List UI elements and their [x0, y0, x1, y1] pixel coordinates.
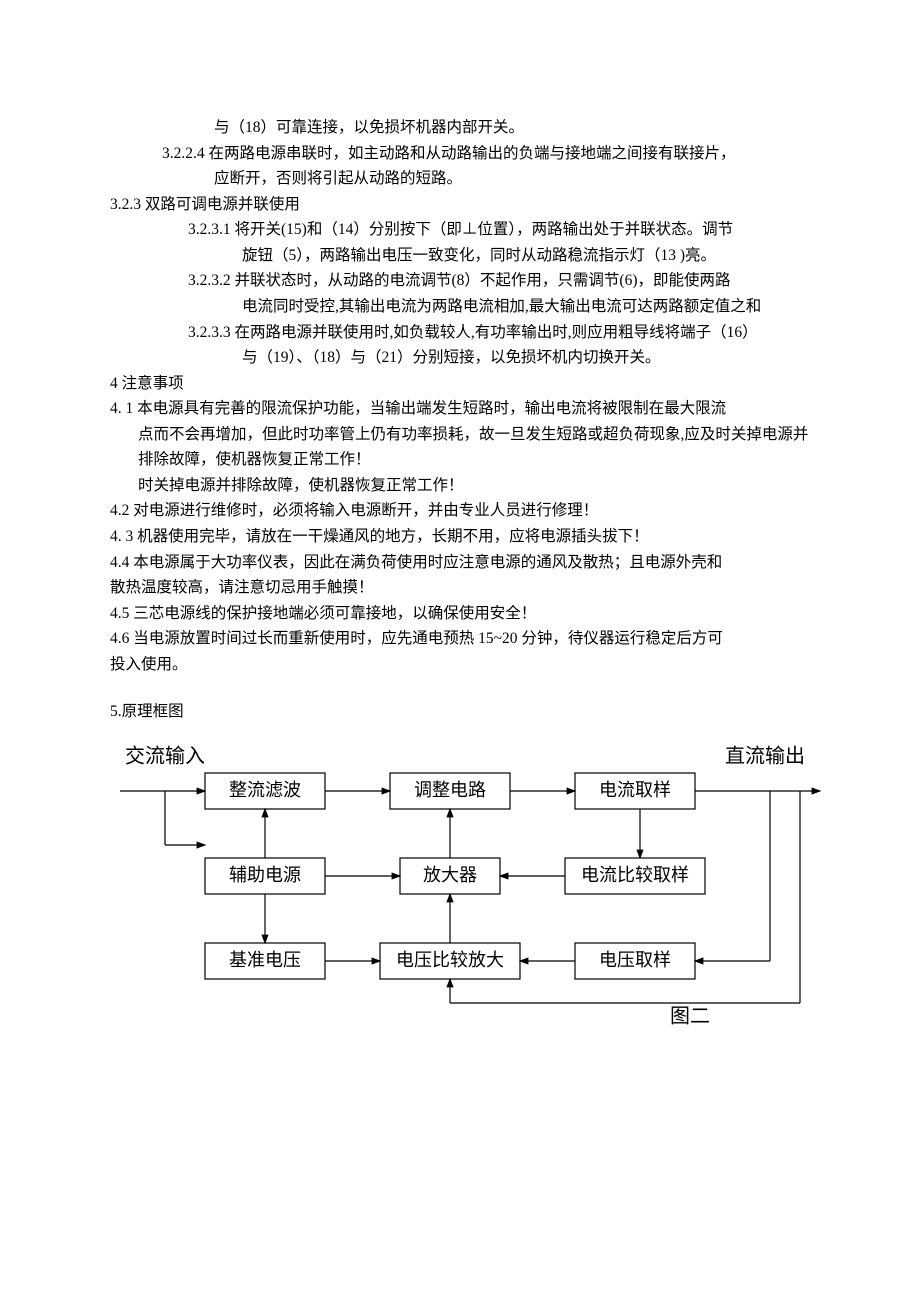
para-3232: 3.2.3.2 并联状态时，从动路的电流调节(8）不起作用，只需调节(6)，即能…: [110, 268, 810, 294]
svg-text:调整电路: 调整电路: [414, 780, 486, 800]
svg-text:辅助电源: 辅助电源: [229, 865, 301, 885]
text: 3.2.3.3 在两路电源并联使用时,如负载较人,有功率输出时,则应用粗导线将端…: [188, 324, 758, 341]
para-44: 4.4 本电源属于大功率仪表，因此在满负荷使用时应注意电源的通风及散热；且电源外…: [110, 550, 810, 576]
document-page: 与（18）可靠连接，以免损坏机器内部开关。 3.2.2.4 在两路电源串联时，如…: [0, 0, 920, 1082]
para-3231-cont: 旋钮（5），两路输出电压一致变化，同时从动路稳流指示灯（13 )亮。: [110, 243, 810, 269]
para-41-b: 点而不会再增加，但此时功率管上仍有功率损耗，故一旦发生短路或超负荷现象,应及时关…: [110, 422, 810, 473]
svg-text:电压取样: 电压取样: [599, 950, 671, 970]
para-45: 4.5 三芯电源线的保护接地端必须可靠接地，以确保使用安全！: [110, 601, 810, 627]
svg-text:基准电压: 基准电压: [229, 950, 301, 970]
text: 3.2.3.2 并联状态时，从动路的电流调节(8）不起作用，只需调节(6)，即能…: [188, 272, 731, 289]
para-3224: 3.2.2.4 在两路电源串联时，如主动路和从动路输出的负端与接地端之间接有联接…: [110, 141, 810, 167]
text: 4. 1 本电源具有完善的限流保护功能，当输出端发生短路时，输出电流将被限制在最…: [110, 400, 726, 417]
para-41-c: 时关掉电源并排除故障，使机器恢复正常工作！: [110, 473, 810, 499]
heading-4: 4 注意事项: [110, 371, 810, 397]
svg-text:整流滤波: 整流滤波: [229, 780, 301, 800]
text: 4.4 本电源属于大功率仪表，因此在满负荷使用时应注意电源的通风及散热；且电源外…: [110, 554, 722, 571]
text: 3.2.3.1 将开关(15)和（14）分别按下（即⊥位置），两路输出处于并联状…: [188, 221, 733, 238]
heading-5: 5.原理框图: [110, 699, 810, 725]
svg-text:电流比较取样: 电流比较取样: [581, 865, 689, 885]
svg-text:电流取样: 电流取样: [599, 780, 671, 800]
text: 3.2.2.4 在两路电源串联时，如主动路和从动路输出的负端与接地端之间接有联接…: [162, 145, 736, 162]
para-41: 4. 1 本电源具有完善的限流保护功能，当输出端发生短路时，输出电流将被限制在最…: [110, 396, 810, 422]
heading-323: 3.2.3 双路可调电源并联使用: [110, 192, 810, 218]
svg-text:直流输出: 直流输出: [725, 745, 805, 768]
svg-text:交流输入: 交流输入: [125, 745, 205, 768]
block-diagram: 交流输入 直流输出图二 整流滤波 调整电路 电流取样辅助电源 放大器 电流比较取样基准电压 电…: [110, 733, 810, 1042]
para-3223-cont: 与（18）可靠连接，以免损坏机器内部开关。: [110, 115, 810, 141]
para-42: 4.2 对电源进行维修时，必须将输入电源断开，并由专业人员进行修理！: [110, 498, 810, 524]
para-3224-cont: 应断开，否则将引起从动路的短路。: [110, 166, 810, 192]
svg-text:图二: 图二: [670, 1006, 710, 1028]
svg-text:电压比较放大: 电压比较放大: [396, 950, 504, 970]
para-43: 4. 3 机器使用完毕，请放在一干燥通风的地方，长期不用，应将电源插头拔下！: [110, 524, 810, 550]
para-3231: 3.2.3.1 将开关(15)和（14）分别按下（即⊥位置），两路输出处于并联状…: [110, 217, 810, 243]
para-3233-cont: 与（19）、（18）与（21）分别短接，以免损坏机内切换开关。: [110, 345, 810, 371]
para-44-b: 散热温度较高，请注意切忌用手触摸！: [110, 575, 810, 601]
svg-text:放大器: 放大器: [423, 865, 477, 885]
para-3233: 3.2.3.3 在两路电源并联使用时,如负载较人,有功率输出时,则应用粗导线将端…: [110, 320, 810, 346]
para-3232-cont: 电流同时受控,其输出电流为两路电流相加,最大输出电流可达两路额定值之和: [110, 294, 810, 320]
para-46: 4.6 当电源放置时间过长而重新使用时，应先通电预热 15~20 分钟，待仪器运…: [110, 626, 810, 652]
text: 4.6 当电源放置时间过长而重新使用时，应先通电预热 15~20 分钟，待仪器运…: [110, 630, 723, 647]
para-46-b: 投入使用。: [110, 652, 810, 678]
